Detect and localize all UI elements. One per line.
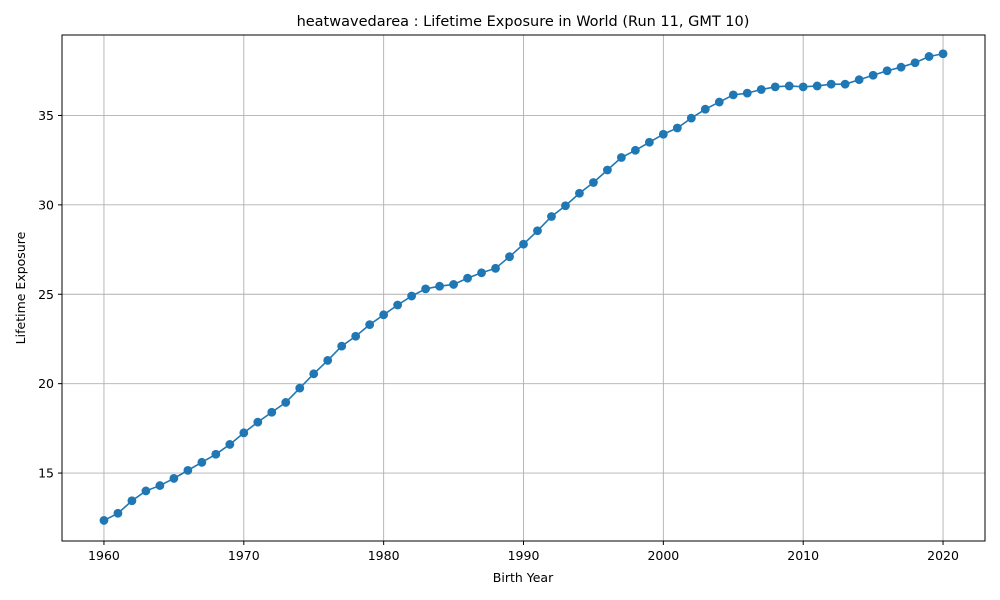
chart-title: heatwavedarea : Lifetime Exposure in Wor… bbox=[297, 14, 750, 30]
data-point bbox=[728, 90, 738, 100]
y-tick-label: 30 bbox=[38, 197, 54, 212]
data-point bbox=[603, 165, 612, 175]
data-point bbox=[155, 481, 165, 490]
data-point bbox=[547, 212, 556, 221]
data-point bbox=[924, 52, 934, 61]
data-point bbox=[197, 457, 207, 467]
x-tick-label: 2010 bbox=[787, 548, 819, 563]
data-point bbox=[351, 331, 361, 341]
data-point bbox=[644, 137, 654, 147]
axes: 1960 1970 1980 1990 2000 2010 2020 15 20 25 30 35 bbox=[38, 34, 986, 563]
data-point bbox=[421, 284, 431, 294]
data-point bbox=[309, 369, 319, 379]
data-point bbox=[770, 82, 780, 92]
data-point bbox=[784, 81, 794, 91]
x-axis-label: Birth Year bbox=[493, 570, 554, 585]
y-tick-label: 25 bbox=[38, 287, 54, 302]
data-point bbox=[127, 496, 137, 506]
x-tick-label: 1980 bbox=[368, 548, 400, 563]
data-point bbox=[686, 113, 696, 123]
data-point bbox=[505, 252, 514, 262]
data-point bbox=[630, 145, 640, 155]
data-point bbox=[281, 398, 291, 407]
x-tick-label: 1970 bbox=[228, 548, 260, 563]
data-point bbox=[253, 417, 263, 427]
data-point bbox=[826, 79, 836, 89]
data-point bbox=[854, 75, 864, 85]
data-point bbox=[295, 383, 305, 393]
y-tick-label: 35 bbox=[38, 108, 54, 123]
data-point bbox=[672, 123, 682, 133]
data-point bbox=[407, 291, 417, 301]
data-point bbox=[99, 516, 109, 525]
x-tick-label: 2000 bbox=[647, 548, 679, 563]
grid-lines bbox=[62, 35, 985, 541]
x-tick-label: 1990 bbox=[508, 548, 540, 563]
data-point bbox=[589, 178, 598, 187]
data-point bbox=[812, 81, 822, 91]
data-point bbox=[183, 465, 193, 475]
data-point bbox=[113, 508, 123, 518]
data-point bbox=[868, 70, 878, 80]
data-point bbox=[616, 153, 626, 162]
data-point bbox=[714, 97, 724, 107]
data-point bbox=[798, 82, 808, 92]
data-point bbox=[561, 201, 570, 211]
data-point bbox=[337, 341, 347, 351]
data-point bbox=[519, 239, 528, 249]
data-point bbox=[477, 268, 486, 278]
data-point bbox=[365, 320, 375, 330]
data-point bbox=[393, 300, 403, 310]
data-point bbox=[756, 85, 766, 94]
data-point bbox=[211, 449, 221, 459]
data-point bbox=[463, 273, 472, 283]
x-tick-label: 2020 bbox=[927, 548, 959, 563]
data-point bbox=[938, 49, 948, 59]
data-point bbox=[700, 104, 710, 114]
data-point bbox=[141, 486, 151, 496]
data-point bbox=[882, 66, 892, 76]
data-point bbox=[449, 280, 458, 289]
data-point bbox=[323, 356, 333, 365]
x-tick-label: 1960 bbox=[88, 548, 120, 563]
y-axis-label: Lifetime Exposure bbox=[13, 231, 28, 344]
data-point bbox=[267, 407, 277, 417]
data-point bbox=[658, 129, 668, 139]
data-point bbox=[896, 62, 906, 72]
data-point bbox=[379, 310, 389, 320]
data-point bbox=[239, 428, 249, 438]
data-point bbox=[840, 79, 850, 89]
data-point bbox=[491, 263, 500, 273]
y-tick-label: 15 bbox=[38, 466, 54, 481]
data-point bbox=[575, 188, 584, 198]
data-point bbox=[169, 474, 179, 483]
data-point bbox=[435, 281, 444, 291]
data-series bbox=[99, 49, 948, 525]
data-point bbox=[742, 88, 752, 98]
y-tick-label: 20 bbox=[38, 376, 54, 391]
data-point bbox=[533, 226, 542, 236]
data-point bbox=[225, 440, 235, 449]
data-point bbox=[910, 58, 920, 68]
